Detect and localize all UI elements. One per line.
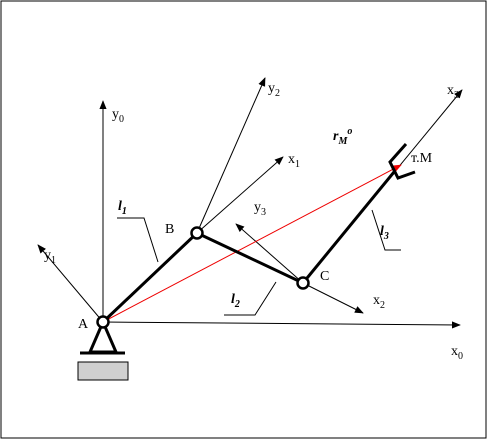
label-base: l bbox=[231, 292, 235, 307]
label-m: т.M bbox=[411, 151, 433, 166]
label-sub: 1 bbox=[51, 255, 56, 266]
label-y2: y2 bbox=[268, 81, 280, 99]
label-x1: x1 bbox=[288, 152, 300, 170]
label-sub: M bbox=[337, 136, 348, 147]
joints bbox=[96, 226, 310, 329]
label-sub: 2 bbox=[380, 300, 385, 311]
label-sub: 0 bbox=[119, 114, 124, 125]
label-l1: l1 bbox=[118, 199, 127, 217]
label-sup: o bbox=[347, 126, 352, 137]
label-base: x bbox=[288, 152, 295, 167]
label-base: y bbox=[44, 248, 51, 263]
label-a: A bbox=[78, 317, 89, 332]
label-base: x bbox=[373, 293, 380, 308]
links bbox=[101, 143, 416, 324]
axes bbox=[37, 77, 463, 329]
label-sub: 2 bbox=[234, 299, 240, 310]
label-l3: l3 bbox=[380, 224, 389, 242]
label-x2: x2 bbox=[373, 293, 385, 311]
label-sub: 3 bbox=[383, 231, 389, 242]
label-base: y bbox=[254, 200, 261, 215]
label-base: x bbox=[451, 344, 458, 359]
label-sub: 3 bbox=[261, 207, 266, 218]
label-base: y bbox=[268, 81, 275, 96]
label-base: l bbox=[118, 199, 122, 214]
label-y1: y1 bbox=[44, 248, 56, 266]
label-sub: 2 bbox=[275, 88, 280, 99]
label-sub: 1 bbox=[295, 159, 300, 170]
label-sub: 1 bbox=[122, 206, 127, 217]
label-y3: y3 bbox=[254, 200, 266, 218]
label-x0: x0 bbox=[451, 344, 463, 362]
label-x3: x3 bbox=[447, 83, 459, 101]
label-base: y bbox=[112, 107, 119, 122]
label-sub: 0 bbox=[458, 351, 463, 362]
label-y0: y0 bbox=[112, 107, 124, 125]
base bbox=[77, 318, 129, 381]
label-base: x bbox=[447, 83, 454, 98]
label-base: l bbox=[380, 224, 384, 239]
label-sub: 3 bbox=[454, 90, 459, 101]
label-r: rMo bbox=[333, 126, 352, 147]
label-b: B bbox=[165, 222, 174, 237]
label-l2: l2 bbox=[231, 292, 240, 310]
label-base: r bbox=[333, 129, 339, 144]
radius-vector bbox=[102, 164, 402, 323]
label-c: C bbox=[320, 269, 329, 284]
